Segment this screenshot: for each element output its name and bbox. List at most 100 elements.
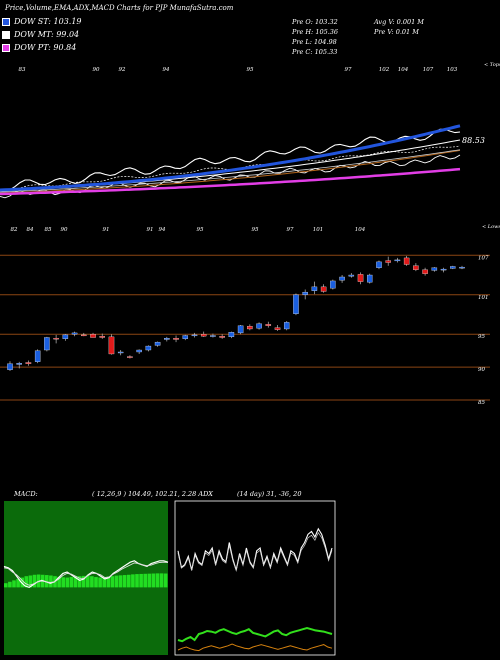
ema-top-tick: 90 (93, 67, 100, 73)
ema-price-line-high (0, 128, 461, 192)
adx-frame (174, 500, 336, 656)
chart-title: Price,Volume,EMA,ADX,MACD Charts for PJP… (5, 4, 234, 12)
adx-line-shadow (177, 531, 333, 572)
macd-hist-bar (49, 575, 53, 588)
ema-top-tick: 95 (247, 67, 254, 73)
macd-hist-bar (106, 576, 111, 588)
macd-values: ( 12,26,9 ) 104.49, 102.21, 2.28 ADX (92, 490, 213, 498)
macd-hist-bar (127, 574, 131, 588)
price-tick-label: 95 (478, 334, 485, 340)
candle-body (320, 286, 327, 292)
candle-body (228, 332, 235, 338)
macd-hist-bar (163, 573, 168, 588)
macd-hist-bar (86, 575, 90, 588)
macd-hist-bar (155, 573, 160, 588)
ema-top-tick: 83 (19, 67, 26, 73)
candle-body (7, 363, 13, 370)
ema-bottom-tick: 101 (313, 227, 324, 233)
candle-body (182, 335, 189, 339)
ema-top-tick: 102 (379, 67, 390, 73)
ema-bottom-tick: 84 (27, 227, 34, 233)
legend-dow-pt: DOW PT: 90.84 (2, 43, 76, 52)
ema-top-tick: 92 (119, 67, 126, 73)
candle-body (422, 269, 428, 274)
macd-hist-bar (32, 574, 37, 588)
candle-body (283, 322, 290, 330)
candle-body (302, 291, 308, 295)
macd-hist-bar (28, 575, 33, 588)
candle-body (219, 336, 225, 338)
candle-body (90, 334, 96, 338)
candle-body (71, 332, 78, 335)
candle-body (99, 336, 105, 338)
ema-bottom-tick: 95 (197, 227, 204, 233)
ema-grey-line (0, 149, 461, 193)
adx-panel (174, 500, 336, 656)
price-tick-label: 101 (478, 295, 489, 301)
ema-tops-label: < Tops (484, 62, 500, 68)
macd-hist-bar (61, 577, 65, 588)
ema-bottom-tick: 91 (103, 227, 110, 233)
ema-orange-line (0, 149, 461, 194)
macd-hist-bar (81, 575, 86, 588)
macd-hist-bar (135, 574, 139, 588)
ema-white-line (0, 139, 461, 192)
candle-body (265, 324, 272, 326)
legend-swatch-pt (2, 43, 10, 52)
candle-body (145, 345, 152, 351)
candle-body (62, 334, 69, 339)
candle-body (25, 362, 32, 364)
candle-body (34, 350, 41, 362)
macd-hist-bar (118, 575, 123, 588)
candle-body (330, 280, 336, 289)
candle-body (16, 363, 22, 365)
macd-hist-bar (57, 576, 61, 588)
price-panel: 107 101 95 90 85 (0, 254, 490, 406)
candle-body (394, 259, 401, 262)
candle-body (44, 337, 50, 351)
macd-hist-bar (98, 577, 102, 588)
macd-hist-bar (73, 576, 78, 588)
macd-hist-bar (147, 573, 152, 588)
macd-hist-bar (4, 583, 8, 588)
macd-hist-bar (24, 576, 29, 588)
legend-swatch-st (2, 17, 10, 26)
candle-body (117, 351, 124, 354)
candle-body (348, 274, 355, 277)
macd-hist-bar (94, 577, 98, 588)
candle-body (256, 323, 262, 329)
candle-body (53, 338, 59, 340)
macd-hist-bar (69, 577, 74, 588)
macd-hist-bar (16, 578, 20, 588)
macd-hist-bar (151, 573, 156, 588)
stat-low: Pre L: 104.98 (292, 38, 337, 46)
macd-hist-bar (8, 581, 12, 588)
macd-hist-bar (114, 575, 119, 588)
ema-bottom-tick: 82 (11, 227, 18, 233)
stats-col2: Avg V: 0.001 M Pre V: 0.01 M (374, 17, 424, 37)
ema-top-tick: 103 (447, 67, 458, 73)
macd-hist-bar (159, 573, 164, 588)
ema-bottom-tick: 104 (355, 227, 366, 233)
stat-open: Pre O: 103.32 (292, 18, 338, 26)
price-tick-label: 107 (478, 255, 489, 261)
macd-hist-bar (65, 577, 70, 588)
macd-hist-bar (102, 577, 106, 588)
candle-body (200, 334, 207, 337)
stat-close: Pre C: 105.33 (292, 48, 338, 56)
legend-label-mt: DOW MT: 99.04 (14, 30, 80, 39)
macd-hist-bar (110, 576, 115, 588)
ema-top-tick: 104 (398, 67, 409, 73)
candle-body (164, 338, 170, 340)
candle-body (450, 266, 456, 269)
stats-col1: Pre O: 103.32 Pre H: 105.36 Pre L: 104.9… (292, 17, 338, 57)
ema-blue-line (0, 124, 461, 192)
ema-bottom-tick: 85 (45, 227, 52, 233)
ema-top-tick: 107 (423, 67, 434, 73)
candle-body (191, 334, 198, 337)
ema-top-tick: 94 (163, 67, 170, 73)
candle-body (210, 335, 216, 337)
legend-label-st: DOW ST: 103.19 (14, 17, 82, 26)
candle-body (237, 325, 244, 334)
minus-di-line (177, 643, 333, 652)
